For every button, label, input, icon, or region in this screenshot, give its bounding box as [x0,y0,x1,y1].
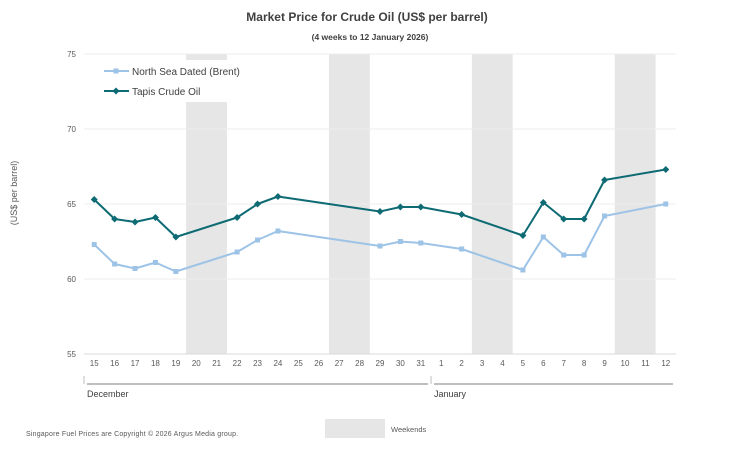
data-point-tapis [254,200,262,208]
data-point-brent [561,252,567,258]
data-point-brent [173,269,179,274]
month-label: December [87,389,129,399]
x-tick-label: 12 [661,359,670,368]
x-tick-label: 22 [233,359,242,368]
x-tick-label: 10 [621,359,630,368]
data-point-tapis [662,166,670,173]
legend-brent-marker [113,68,119,74]
data-point-brent [377,243,383,249]
x-tick-label: 7 [561,359,566,368]
y-tick-label: 60 [67,275,76,284]
y-tick-label: 65 [67,200,76,209]
copyright-notice: Singapore Fuel Prices are Copyright © 20… [26,430,238,438]
month-axis: December January [83,376,673,399]
weekends-legend-label: Weekends [391,425,427,434]
series-markers [90,166,670,274]
data-point-brent [418,240,424,246]
y-tick-label: 75 [67,50,76,59]
x-tick-label: 27 [335,359,344,368]
legend-item-tapis: Tapis Crude Oil [104,87,200,98]
x-tick-labels: 15 16 17 18 19 20 21 22 23 24 25 26 27 28 29 30 31 1 2 3 4 5 6… [90,359,671,368]
chart-subtitle: (4 weeks to 12 January 2026) [312,32,429,42]
data-point-tapis [396,203,404,211]
data-point-tapis [172,233,180,241]
data-point-brent [91,242,97,247]
x-tick-label: 4 [500,359,505,368]
x-tick-label: 16 [110,359,119,368]
gridlines [84,53,676,355]
x-tick-label: 21 [212,359,221,368]
legend-item-brent: North Sea Dated (Brent) [104,67,240,78]
series-line-tapis [93,168,666,238]
data-point-tapis [539,199,547,206]
data-point-brent [255,237,261,243]
x-tick-label: 19 [171,359,180,368]
x-tick-label: 29 [376,359,385,368]
data-point-brent [602,213,608,219]
x-tick-label: 3 [480,359,485,368]
data-point-brent [459,246,465,252]
series-lines [93,168,666,273]
weekends-legend-swatch [325,419,385,438]
data-point-brent [132,266,138,271]
data-point-brent [540,234,546,240]
x-tick-label: 18 [151,359,160,368]
data-point-brent [275,228,281,234]
legend-tapis-marker [112,87,120,95]
data-point-tapis [519,232,527,239]
data-point-brent [397,239,403,244]
legend: North Sea Dated (Brent) Tapis Crude Oil [94,60,254,102]
data-point-tapis [580,215,588,223]
y-tick-labels: 55 60 65 70 75 [67,50,76,359]
series-line-brent [93,203,666,273]
data-point-brent [112,261,118,267]
data-point-tapis [274,193,282,200]
x-tick-label: 11 [641,359,650,368]
x-tick-label: 31 [416,359,425,368]
x-tick-label: 8 [582,359,587,368]
x-tick-label: 2 [459,359,464,368]
month-label: January [434,389,467,399]
y-axis-label: (US$ per barrel) [9,161,19,226]
legend-brent-label: North Sea Dated (Brent) [132,67,240,78]
chart-title: Market Price for Crude Oil (US$ per barr… [246,10,487,24]
data-point-tapis [376,208,384,215]
data-point-tapis [417,203,425,211]
data-point-tapis [458,211,466,218]
data-point-brent [152,260,158,265]
x-tick-label: 5 [521,359,526,368]
x-tick-label: 6 [541,359,546,368]
data-point-tapis [131,218,139,226]
x-tick-label: 20 [192,359,201,368]
x-tick-label: 17 [131,359,140,368]
data-point-tapis [560,215,568,223]
x-tick-label: 24 [273,359,282,368]
data-point-brent [663,201,669,207]
x-tick-label: 15 [90,359,99,368]
x-tick-label: 30 [396,359,405,368]
legend-background [94,60,254,102]
x-tick-label: 23 [253,359,262,368]
y-tick-label: 70 [67,125,76,134]
x-tick-label: 9 [602,359,607,368]
data-point-tapis [601,176,609,184]
data-point-tapis [111,215,119,223]
data-point-brent [581,252,587,258]
x-tick-label: 28 [355,359,364,368]
data-point-brent [520,267,526,273]
data-point-brent [234,249,240,255]
x-tick-label: 26 [314,359,323,368]
x-tick-label: 1 [439,359,444,368]
data-point-tapis [151,214,159,221]
legend-tapis-label: Tapis Crude Oil [132,87,200,98]
data-point-tapis [90,196,98,203]
data-point-tapis [233,214,241,221]
x-tick-label: 25 [294,359,303,368]
y-tick-label: 55 [67,350,76,359]
